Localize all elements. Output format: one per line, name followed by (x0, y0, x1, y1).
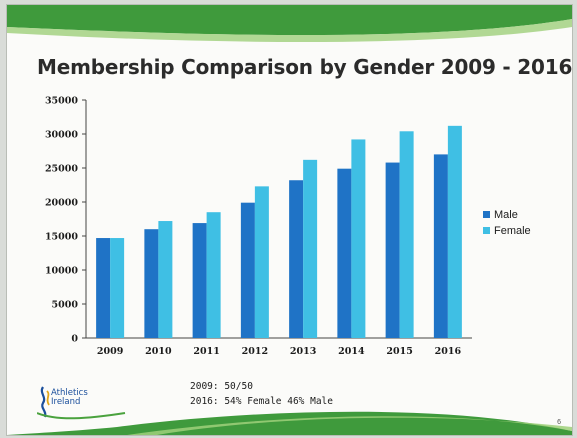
note-line-1: 2009: 50/50 (190, 381, 253, 392)
bar-female-2016 (447, 125, 462, 338)
logo-line-2: Ireland (51, 397, 81, 407)
note-line-2: 2016: 54% Female 46% Male (190, 396, 333, 407)
bottom-green-band (7, 411, 572, 435)
y-tick-label: 15000 (45, 232, 78, 243)
bar-female-2010 (158, 221, 173, 338)
y-tick-label: 0 (71, 334, 78, 345)
x-tick-label: 2011 (193, 346, 219, 357)
x-tick-label: 2009 (97, 346, 124, 357)
legend-label-female: Female (494, 225, 531, 237)
x-tick-label: 2010 (145, 346, 172, 357)
x-tick-label: 2015 (386, 346, 412, 357)
bar-female-2014 (351, 139, 366, 338)
x-tick-label: 2014 (338, 346, 365, 357)
slide-number: 6 (557, 419, 561, 426)
legend-swatch-male (483, 211, 490, 218)
bar-female-2013 (303, 159, 318, 338)
bar-male-2010 (144, 229, 159, 338)
bar-chart: 0 5000 10000 15000 20000 25000 30000 35000 2009 2… (45, 96, 531, 358)
legend-label-male: Male (494, 209, 518, 221)
y-tick-label: 30000 (45, 130, 78, 141)
bar-male-2013 (289, 180, 304, 338)
x-tick-label: 2016 (435, 346, 462, 357)
x-tick-label: 2012 (242, 346, 268, 357)
bar-female-2012 (254, 186, 269, 338)
bar-male-2012 (240, 202, 255, 338)
bar-female-2011 (206, 212, 221, 338)
logo-line-1: Athletics (51, 388, 88, 398)
bar-male-2014 (337, 168, 352, 338)
x-tick-label: 2013 (290, 346, 316, 357)
bar-female-2015 (399, 131, 414, 338)
legend-swatch-female (483, 227, 490, 234)
y-tick-label: 25000 (45, 164, 78, 175)
slide: Membership Comparison by Gender 2009 - 2… (6, 4, 573, 436)
athletics-ireland-logo (37, 386, 126, 420)
top-green-band (7, 5, 572, 42)
bar-male-2015 (385, 162, 400, 338)
chart-title: Membership Comparison by Gender 2009 - 2… (37, 55, 573, 79)
bar-male-2009 (96, 238, 111, 338)
y-tick-label: 10000 (45, 266, 78, 277)
bar-male-2011 (192, 223, 207, 338)
y-tick-label: 20000 (45, 198, 78, 209)
logo-text: Athletics Ireland (51, 389, 88, 407)
bar-male-2016 (433, 154, 448, 338)
bar-female-2009 (110, 238, 125, 338)
y-tick-label: 5000 (52, 300, 79, 311)
y-tick-label: 35000 (45, 96, 78, 107)
notes-block: 2009: 50/50 2016: 54% Female 46% Male (190, 379, 333, 409)
